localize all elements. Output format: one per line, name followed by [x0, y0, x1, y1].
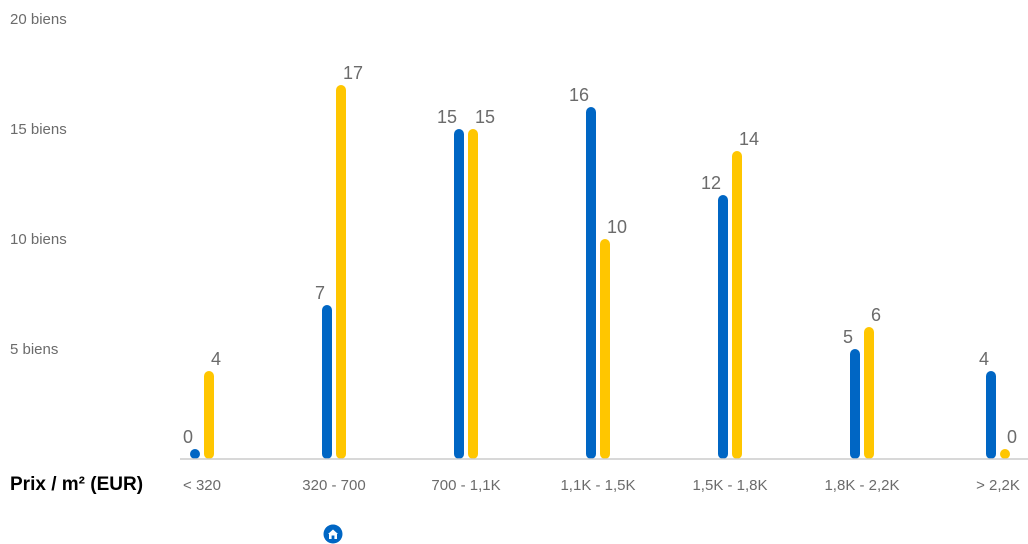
x-axis-ticks: < 320 320 - 700 700 - 1,1K 1,1K - 1,5K 1,5K …: [183, 477, 1020, 494]
bar-series-1[interactable]: [322, 305, 332, 459]
data-label: 6: [871, 305, 881, 325]
y-tick-label: 10 biens: [10, 231, 67, 248]
y-axis-ticks: 5 biens 10 biens 15 biens 20 biens: [10, 11, 67, 358]
x-tick-label: 320 - 700: [302, 477, 365, 494]
house-pin-icon[interactable]: [323, 524, 343, 544]
x-tick-label: 700 - 1,1K: [431, 477, 500, 494]
x-tick-label: > 2,2K: [976, 477, 1020, 494]
bar-series-2[interactable]: [204, 371, 214, 459]
x-tick-label: 1,5K - 1,8K: [692, 477, 767, 494]
y-tick-label: 5 biens: [10, 341, 58, 358]
bar-series-1[interactable]: [718, 195, 728, 459]
data-label: 12: [701, 173, 721, 193]
data-label: 7: [315, 283, 325, 303]
data-labels: 0 7 15 16 12 5 4 4 17 15 10 14 6 0: [183, 63, 1017, 447]
x-tick-label: 1,8K - 2,2K: [824, 477, 899, 494]
x-axis-title: Prix / m² (EUR): [10, 474, 143, 495]
data-label: 14: [739, 129, 759, 149]
data-label: 0: [1007, 427, 1017, 447]
data-label: 16: [569, 85, 589, 105]
bar-series-1[interactable]: [454, 129, 464, 459]
data-label: 5: [843, 327, 853, 347]
data-label: 0: [183, 427, 193, 447]
bar-series-2[interactable]: [732, 151, 742, 459]
bar-series-2[interactable]: [600, 239, 610, 459]
bars: [190, 85, 1010, 459]
data-label: 4: [979, 349, 989, 369]
x-tick-label: 1,1K - 1,5K: [560, 477, 635, 494]
bar-series-1[interactable]: [986, 371, 996, 459]
bar-series-1[interactable]: [586, 107, 596, 459]
data-label: 4: [211, 349, 221, 369]
bar-series-2[interactable]: [1000, 449, 1010, 459]
y-tick-label: 15 biens: [10, 121, 67, 138]
bar-series-2[interactable]: [336, 85, 346, 459]
y-tick-label: 20 biens: [10, 11, 67, 28]
data-label: 15: [437, 107, 457, 127]
bar-series-2[interactable]: [468, 129, 478, 459]
bar-series-1[interactable]: [190, 449, 200, 459]
data-label: 17: [343, 63, 363, 83]
bar-series-1[interactable]: [850, 349, 860, 459]
data-label: 15: [475, 107, 495, 127]
x-tick-label: < 320: [183, 477, 221, 494]
bar-series-2[interactable]: [864, 327, 874, 459]
data-label: 10: [607, 217, 627, 237]
